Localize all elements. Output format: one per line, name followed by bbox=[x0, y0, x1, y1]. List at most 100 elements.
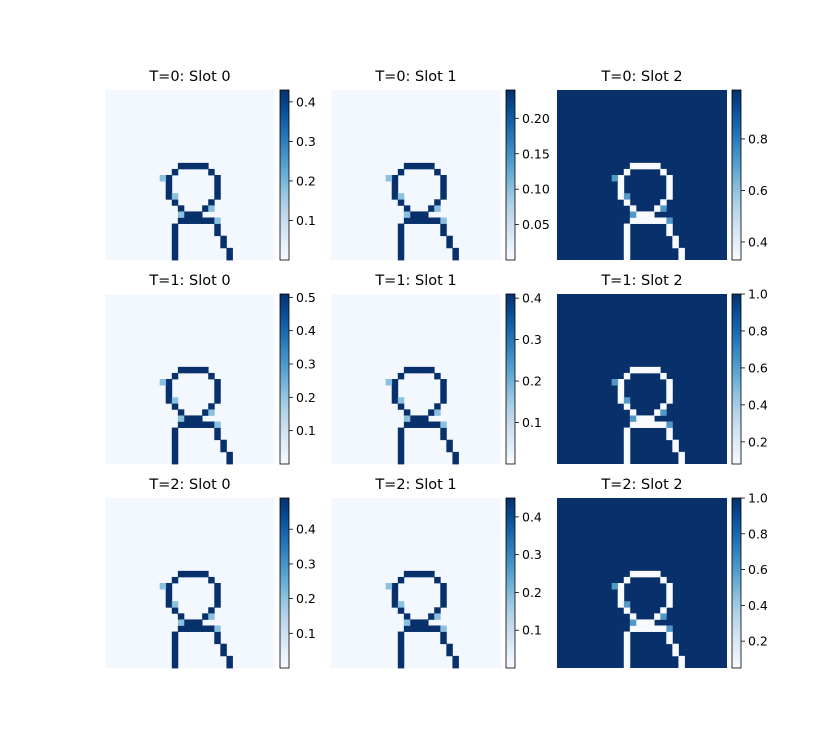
heatmap-cell bbox=[629, 613, 637, 620]
heatmap-cell bbox=[434, 607, 441, 614]
heatmap-cell bbox=[416, 421, 423, 428]
heatmap-cell bbox=[440, 391, 447, 398]
colorbar bbox=[279, 293, 290, 465]
heatmap-cell bbox=[409, 217, 417, 224]
heatmap-cell bbox=[623, 631, 631, 639]
heatmap-cell bbox=[629, 570, 637, 578]
heatmap-cell bbox=[171, 372, 179, 380]
heatmap-cell bbox=[654, 409, 661, 416]
heatmap-cell bbox=[660, 217, 667, 224]
heatmap-cell bbox=[428, 613, 435, 620]
heatmap-cell bbox=[623, 241, 631, 249]
heatmap-cell bbox=[214, 637, 221, 645]
colorbar-tick-label: 0.8 bbox=[748, 323, 768, 338]
heatmap-cell bbox=[214, 595, 221, 602]
heatmap-cell bbox=[428, 625, 435, 632]
heatmap-cell bbox=[397, 637, 405, 645]
heatmap-cell bbox=[214, 193, 221, 200]
panel-title: T=1: Slot 0 bbox=[148, 273, 230, 289]
colorbar-tick-label: 0.2 bbox=[296, 173, 316, 188]
heatmap-cell bbox=[177, 366, 185, 374]
heatmap-cell bbox=[648, 415, 655, 422]
heatmap-cell bbox=[214, 223, 221, 231]
heatmap-cell bbox=[623, 601, 631, 608]
heatmap-cell bbox=[629, 625, 637, 632]
heatmap-cell bbox=[196, 366, 203, 374]
heatmap-cell bbox=[183, 162, 191, 170]
heatmap-cell bbox=[629, 366, 637, 374]
heatmap-cell bbox=[660, 421, 667, 428]
heatmap-cell bbox=[416, 619, 423, 626]
heatmap-cell bbox=[434, 409, 441, 416]
colorbar-tick-label: 0.6 bbox=[748, 360, 768, 375]
heatmap-cell bbox=[635, 415, 643, 422]
heatmap-cell bbox=[642, 619, 649, 626]
heatmap-cell bbox=[678, 661, 685, 669]
colorbar-tick-label: 0.2 bbox=[522, 374, 542, 389]
heatmap-cell bbox=[196, 217, 203, 224]
heatmap-panel: T=1: Slot 1 0.1 0.2 0.3 0.4 bbox=[331, 273, 542, 465]
heatmap-cell bbox=[397, 253, 405, 261]
panel-title: T=1: Slot 2 bbox=[600, 273, 682, 289]
colorbar-tick-label: 0.3 bbox=[522, 332, 542, 347]
colorbar-tick-label: 0.2 bbox=[296, 591, 316, 606]
heatmap-cell bbox=[214, 217, 221, 224]
colorbar-tick-label: 0.4 bbox=[296, 94, 316, 109]
heatmap-cell bbox=[171, 427, 179, 435]
heatmap-cell bbox=[183, 421, 191, 428]
heatmap-cell bbox=[171, 229, 179, 237]
heatmap-cell bbox=[403, 409, 411, 416]
heatmap-cell bbox=[397, 168, 405, 176]
heatmap-cell bbox=[672, 439, 679, 447]
heatmap-cell bbox=[391, 391, 399, 398]
heatmap-cell bbox=[434, 205, 441, 212]
heatmap-cell bbox=[666, 637, 673, 645]
heatmap-cell bbox=[177, 409, 185, 416]
heatmap-cell bbox=[171, 649, 179, 657]
heatmap-cell bbox=[446, 235, 453, 243]
heatmap-cell bbox=[171, 439, 179, 447]
heatmap-cell bbox=[183, 570, 191, 578]
heatmap-cell bbox=[672, 235, 679, 243]
heatmap-cell bbox=[654, 570, 661, 578]
heatmap-cell bbox=[434, 168, 441, 176]
heatmap-cell bbox=[635, 211, 643, 218]
heatmap-cell bbox=[635, 421, 643, 428]
colorbar-tick-label: 0.8 bbox=[748, 526, 768, 541]
heatmap-cell bbox=[428, 217, 435, 224]
heatmap-cell bbox=[678, 457, 685, 465]
heatmap-cell bbox=[428, 205, 435, 212]
heatmap-cell bbox=[666, 379, 673, 386]
heatmap-cell bbox=[422, 421, 429, 428]
heatmap-cell bbox=[397, 643, 405, 651]
heatmap-cell bbox=[635, 625, 643, 632]
colorbar-tick-label: 0.6 bbox=[748, 562, 768, 577]
heatmap-cell bbox=[391, 601, 399, 608]
heatmap-cell bbox=[397, 661, 405, 669]
heatmap-cell bbox=[623, 235, 631, 243]
heatmap-cell bbox=[654, 162, 661, 170]
heatmap-cell bbox=[403, 613, 411, 620]
colorbar bbox=[279, 89, 290, 261]
heatmap-cell bbox=[440, 187, 447, 194]
heatmap-panel: T=0: Slot 0 0.1 0.2 0.3 0.4 bbox=[105, 69, 316, 261]
heatmap-cell bbox=[391, 385, 399, 392]
heatmap-cell bbox=[177, 421, 185, 428]
heatmap-cell bbox=[642, 570, 649, 578]
colorbar bbox=[731, 89, 742, 261]
heatmap-cell bbox=[623, 439, 631, 447]
heatmap-cell bbox=[190, 211, 197, 218]
heatmap-cell bbox=[397, 451, 405, 459]
heatmap-cell bbox=[220, 439, 227, 447]
heatmap-cell bbox=[440, 583, 447, 590]
heatmap-cell bbox=[635, 162, 643, 170]
heatmap-cell bbox=[623, 655, 631, 663]
panel-title: T=1: Slot 1 bbox=[374, 273, 456, 289]
heatmap-cell bbox=[446, 439, 453, 447]
heatmap-cell bbox=[214, 175, 221, 182]
heatmap-background bbox=[557, 90, 727, 260]
heatmap-cell bbox=[611, 583, 619, 590]
heatmap-cell bbox=[165, 181, 173, 188]
heatmap-cell bbox=[623, 193, 631, 200]
heatmap-cell bbox=[617, 175, 625, 182]
